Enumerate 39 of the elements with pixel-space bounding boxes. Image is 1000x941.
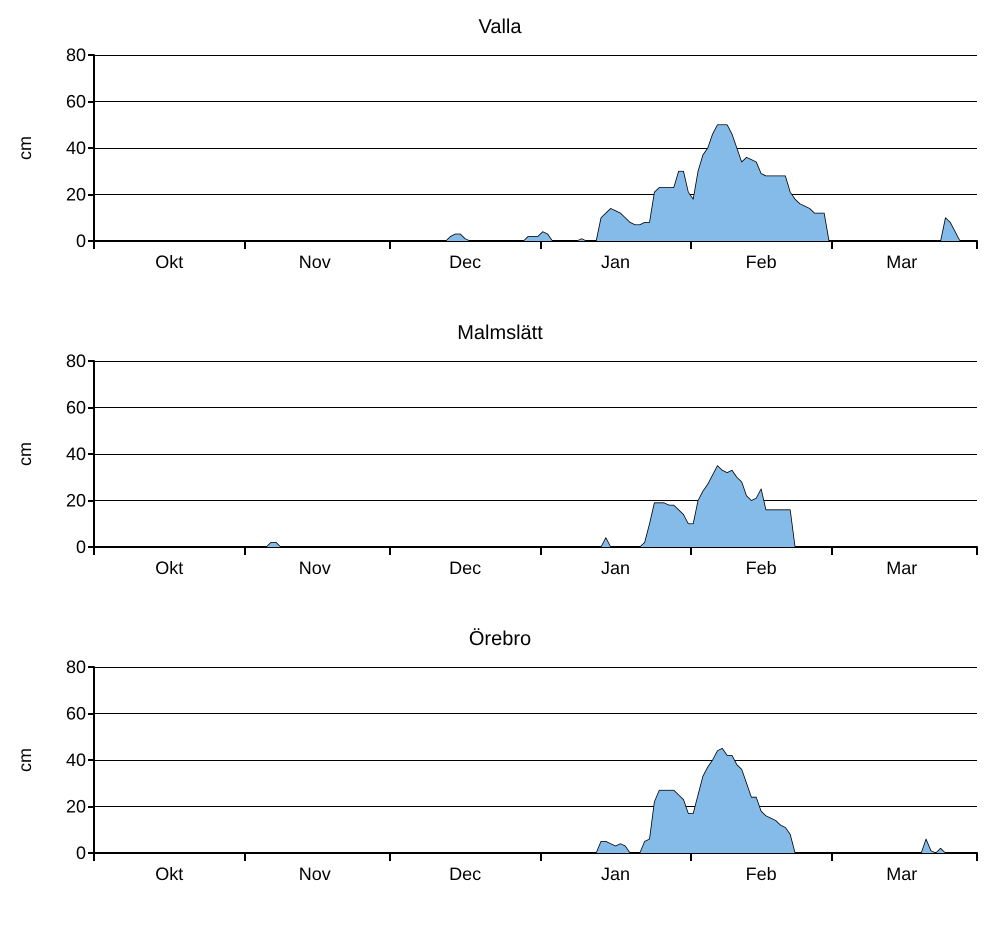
x-tick-label: Feb [746,558,777,578]
y-tick-label: 0 [76,843,86,863]
y-axis-title: cm [15,748,35,772]
y-axis-title: cm [15,136,35,160]
y-tick-label: 0 [76,537,86,557]
x-tick-label: Jan [601,252,630,272]
x-tick-label: Feb [746,864,777,884]
x-tick-label: Mar [886,252,918,272]
x-tick-label: Dec [449,558,482,578]
y-tick-label: 0 [76,231,86,251]
y-axis-title: cm [15,442,35,466]
chart-title: Valla [478,16,522,38]
x-tick-label: Okt [155,558,184,578]
x-tick-label: Dec [449,864,482,884]
y-tick-label: 20 [66,796,86,816]
y-tick-label: 40 [66,750,86,770]
y-tick-label: 40 [66,444,86,464]
x-tick-label: Nov [298,864,331,884]
x-tick-label: Mar [886,864,918,884]
x-tick-label: Okt [155,864,184,884]
y-tick-label: 60 [66,92,86,112]
y-tick-label: 20 [66,490,86,510]
y-tick-label: 80 [66,351,86,371]
x-tick-label: Jan [601,558,630,578]
y-tick-label: 60 [66,704,86,724]
y-tick-label: 80 [66,657,86,677]
x-tick-label: Nov [298,252,331,272]
chart-title: Örebro [468,628,532,650]
x-tick-label: Jan [601,864,630,884]
x-tick-label: Mar [886,558,918,578]
y-tick-label: 20 [66,184,86,204]
x-tick-label: Nov [298,558,331,578]
y-tick-label: 80 [66,45,86,65]
x-tick-label: Feb [746,252,777,272]
y-tick-label: 40 [66,138,86,158]
x-tick-label: Okt [155,252,184,272]
y-tick-label: 60 [66,398,86,418]
x-tick-label: Dec [449,252,482,272]
chart-title: Malmslätt [457,322,544,344]
